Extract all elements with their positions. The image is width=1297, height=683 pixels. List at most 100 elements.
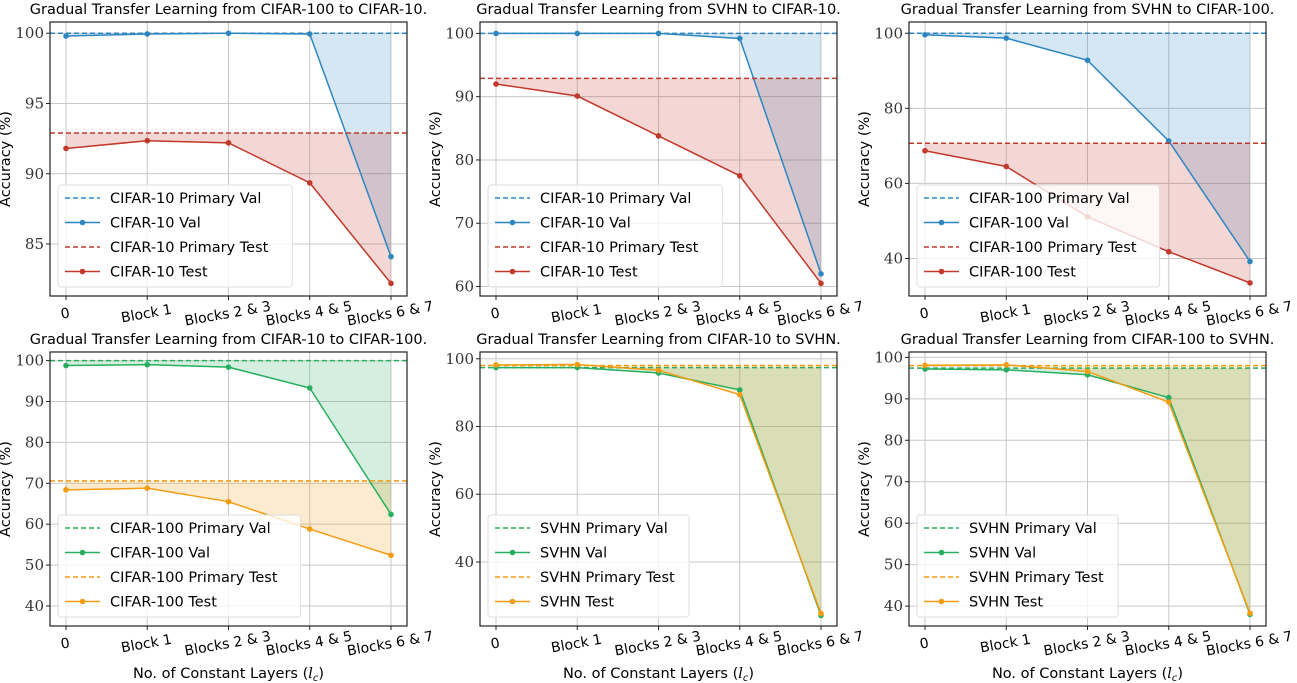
x-tick-label: 0 (490, 305, 502, 322)
x-tick-label: Block 1 (979, 632, 1032, 657)
legend-label: CIFAR-100 Val (110, 546, 210, 562)
data-point (306, 526, 313, 532)
y-axis-label: Accuracy (%) (857, 111, 873, 207)
y-axis-label: Accuracy (%) (428, 441, 444, 537)
legend-item: SVHN Test (924, 595, 1043, 611)
x-tick-label: Blocks 6 & 7 (776, 629, 865, 660)
legend-item: SVHN Test (495, 595, 614, 611)
x-tick-label: 0 (60, 305, 72, 322)
y-axis-label: Accuracy (%) (428, 111, 444, 207)
x-tick-label: Blocks 6 & 7 (776, 299, 865, 330)
x-axis-label: No. of Constant Layers (lc) (133, 666, 324, 683)
legend-item: CIFAR-100 Primary Test (65, 570, 278, 586)
legend-label: SVHN Primary Val (969, 521, 1097, 537)
marker-swatch (79, 268, 86, 275)
x-tick-label: Blocks 4 & 5 (265, 299, 354, 330)
x-tick-label: 0 (60, 635, 72, 652)
legend-item: CIFAR-100 Primary Test (924, 240, 1137, 256)
data-point (574, 361, 581, 368)
y-tick-label: 40 (455, 553, 474, 571)
y-tick-label: 70 (455, 214, 474, 232)
legend: SVHN Primary Val SVHN Val SVHN Primary Tes… (916, 514, 1119, 618)
legend: CIFAR-10 Primary Val CIFAR-10 Val CIFAR-10… (487, 184, 723, 288)
legend-label: CIFAR-10 Test (110, 265, 208, 281)
data-point (144, 137, 151, 144)
data-point (922, 362, 928, 369)
marker-swatch (79, 219, 86, 226)
data-point (225, 140, 232, 146)
marker-swatch (509, 219, 516, 226)
x-tick-label: Blocks 2 & 3 (1042, 299, 1131, 330)
data-point (63, 362, 69, 369)
y-tick-label: 90 (884, 390, 903, 408)
legend-box (916, 184, 1161, 288)
fill-area (66, 33, 391, 257)
legend-item: SVHN Primary Val (495, 521, 668, 537)
data-point (63, 487, 69, 493)
fill-area (496, 78, 821, 284)
fill-area (66, 360, 391, 515)
y-tick-label: 90 (25, 392, 44, 410)
legend-item: CIFAR-100 Primary Val (924, 191, 1130, 207)
y-tick-label: 60 (25, 515, 44, 533)
legend-label: CIFAR-10 Primary Test (110, 240, 269, 256)
marker-swatch (938, 268, 945, 275)
fill-area (925, 368, 1250, 615)
legend-label: CIFAR-100 Primary Val (110, 521, 271, 537)
x-tick-label: Blocks 4 & 5 (1124, 299, 1213, 330)
y-tick-label: 60 (884, 174, 903, 192)
legend: CIFAR-100 Primary Val CIFAR-100 Val CIFAR-… (916, 184, 1161, 288)
fill-area (925, 364, 1250, 614)
legend-item: CIFAR-10 Primary Test (65, 240, 269, 256)
data-point (1165, 138, 1172, 144)
legend-item: CIFAR-10 Val (495, 216, 631, 232)
legend-item: CIFAR-10 Primary Val (495, 191, 691, 207)
data-point (818, 280, 824, 287)
data-point (1003, 362, 1010, 368)
data-point (225, 498, 232, 505)
x-axis-label: No. of Constant Layers (lc) (992, 666, 1183, 683)
legend-label: CIFAR-100 Test (110, 595, 217, 611)
x-tick-label: Blocks 2 & 3 (183, 629, 272, 660)
legend-label: SVHN Test (540, 595, 614, 611)
x-tick-label: Blocks 6 & 7 (1205, 299, 1294, 330)
legend-item: CIFAR-100 Val (924, 216, 1069, 232)
legend-label: CIFAR-100 Primary Val (969, 191, 1130, 207)
data-point (1003, 35, 1010, 41)
marker-swatch (938, 219, 945, 226)
chart-title: Gradual Transfer Learning from CIFAR-100… (30, 2, 427, 18)
y-tick-label: 70 (25, 474, 44, 492)
legend-item: SVHN Primary Test (495, 570, 675, 586)
subplot-1: Gradual Transfer Learning from CIFAR-100… (0, 2, 435, 330)
data-point (655, 133, 662, 139)
legend-label: CIFAR-10 Val (110, 216, 201, 232)
legend-box (57, 514, 302, 618)
legend-item: SVHN Primary Test (924, 570, 1104, 586)
data-point (388, 253, 394, 260)
x-tick-label: 0 (919, 635, 931, 652)
data-point (736, 35, 743, 42)
data-point (574, 93, 581, 99)
legend-item: CIFAR-10 Primary Test (495, 240, 699, 256)
data-point (818, 610, 824, 617)
data-point (1003, 163, 1010, 170)
data-point (1003, 367, 1010, 373)
data-point (1084, 57, 1091, 64)
y-axis-label: Accuracy (%) (0, 111, 14, 207)
y-tick-label: 80 (25, 433, 44, 451)
marker-swatch (509, 598, 516, 605)
legend-item: CIFAR-10 Test (495, 265, 638, 281)
x-tick-label: Blocks 4 & 5 (265, 629, 354, 660)
data-point (225, 364, 232, 370)
fill-area (66, 133, 391, 284)
legend-label: SVHN Val (540, 546, 607, 562)
legend-box (57, 184, 293, 288)
subplot-3: Gradual Transfer Learning from SVHN to C… (857, 2, 1294, 330)
y-tick-label: 60 (884, 514, 903, 532)
x-tick-label: Blocks 2 & 3 (613, 299, 702, 330)
data-point (1247, 610, 1253, 616)
subplot-6: Gradual Transfer Learning from CIFAR-100… (857, 332, 1294, 683)
fill-area (925, 33, 1250, 262)
legend-item: CIFAR-100 Primary Val (65, 521, 271, 537)
y-tick-label: 90 (25, 165, 44, 183)
